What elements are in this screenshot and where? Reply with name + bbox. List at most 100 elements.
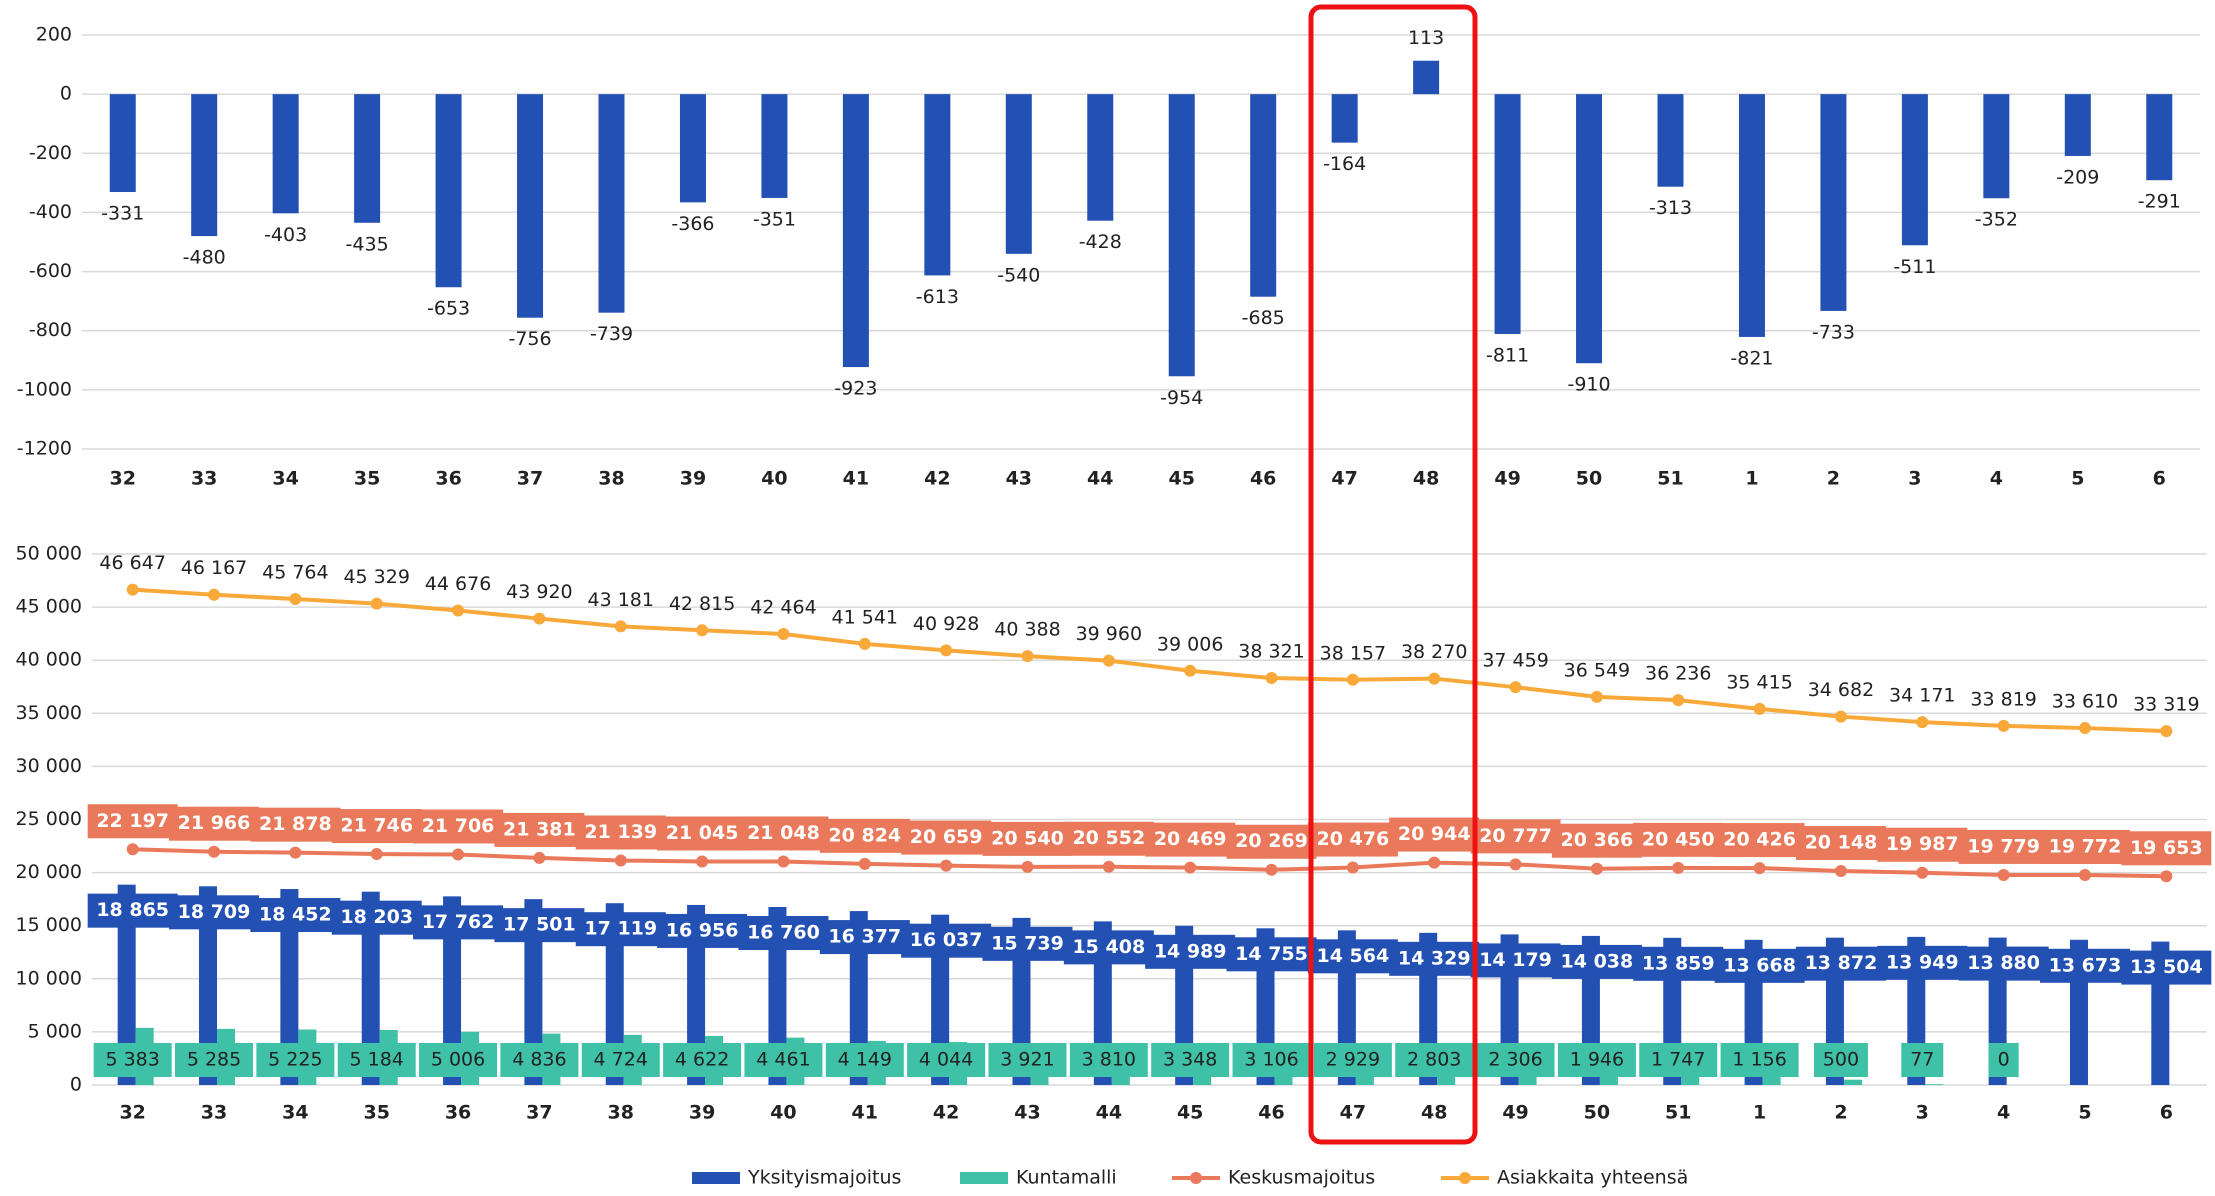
y-tick-label: -1200 bbox=[17, 438, 72, 460]
data-label: -209 bbox=[2056, 166, 2099, 188]
data-label: 16 760 bbox=[747, 922, 820, 944]
data-label: -756 bbox=[508, 328, 551, 350]
point bbox=[1672, 694, 1685, 707]
data-label: 43 920 bbox=[506, 581, 572, 603]
data-label: -366 bbox=[671, 213, 714, 235]
bar bbox=[1925, 1084, 1944, 1085]
data-label: 13 949 bbox=[1886, 951, 1959, 973]
data-label: 5 383 bbox=[105, 1049, 159, 1071]
label-box bbox=[1389, 941, 1480, 976]
data-label: 20 269 bbox=[1235, 830, 1308, 852]
point bbox=[940, 644, 953, 657]
data-label: 20 777 bbox=[1479, 825, 1552, 847]
legend-swatch bbox=[692, 1172, 740, 1184]
x-tick-label: 39 bbox=[680, 468, 706, 490]
legend-label: Yksityismajoitus bbox=[747, 1167, 901, 1189]
label-box bbox=[1395, 1043, 1474, 1077]
bar bbox=[280, 889, 299, 1085]
y-tick-label: 35 000 bbox=[16, 702, 82, 724]
data-label: 20 944 bbox=[1398, 823, 1471, 845]
point bbox=[1590, 690, 1603, 703]
bar bbox=[272, 94, 299, 214]
bar bbox=[598, 94, 625, 313]
data-label: 42 815 bbox=[669, 593, 735, 615]
point bbox=[533, 612, 546, 625]
y-tick-label: 30 000 bbox=[16, 755, 82, 777]
label-box bbox=[1958, 829, 2049, 864]
data-label: 77 bbox=[1910, 1049, 1934, 1071]
data-label: 5 285 bbox=[187, 1049, 241, 1071]
x-tick-label: 6 bbox=[2153, 468, 2166, 490]
point bbox=[1753, 702, 1766, 715]
label-box bbox=[1813, 1043, 1868, 1077]
bar bbox=[1657, 94, 1684, 187]
x-tick-label: 3 bbox=[1916, 1102, 1929, 1124]
data-label: 21 045 bbox=[666, 822, 739, 844]
data-label: 2 929 bbox=[1326, 1049, 1380, 1071]
label-box bbox=[2039, 948, 2130, 983]
bar bbox=[1576, 94, 1603, 364]
point bbox=[858, 857, 871, 870]
point bbox=[614, 620, 627, 633]
point bbox=[370, 597, 383, 610]
data-label: 20 476 bbox=[1317, 828, 1390, 850]
label-box bbox=[1639, 1043, 1718, 1077]
x-tick-label: 5 bbox=[2078, 1102, 2091, 1124]
data-label: 17 762 bbox=[422, 911, 495, 933]
data-label: -733 bbox=[1812, 321, 1855, 343]
label-box bbox=[657, 913, 748, 948]
data-label: 1 156 bbox=[1732, 1049, 1786, 1071]
bar bbox=[2064, 94, 2091, 156]
label-box bbox=[1063, 930, 1154, 965]
data-label: -613 bbox=[916, 286, 959, 308]
data-label: -954 bbox=[1160, 387, 1203, 409]
point bbox=[1997, 868, 2010, 881]
x-tick-label: 41 bbox=[843, 468, 869, 490]
point bbox=[1509, 858, 1522, 871]
bar bbox=[761, 94, 788, 198]
x-tick-label: 32 bbox=[119, 1102, 145, 1124]
label-box bbox=[169, 806, 260, 841]
y-tick-label: -1000 bbox=[17, 378, 72, 400]
bar bbox=[1494, 94, 1521, 334]
label-box bbox=[1470, 819, 1561, 854]
label-box bbox=[738, 816, 829, 851]
label-box bbox=[1232, 1043, 1311, 1077]
point bbox=[1428, 856, 1441, 869]
label-box bbox=[413, 809, 504, 844]
bar bbox=[1005, 94, 1032, 254]
data-label: 500 bbox=[1823, 1049, 1859, 1071]
data-label: 21 878 bbox=[259, 813, 332, 835]
bar bbox=[354, 94, 381, 223]
legend-label: Asiakkaita yhteensä bbox=[1497, 1167, 1688, 1189]
point bbox=[1102, 654, 1115, 667]
label-box bbox=[419, 1043, 498, 1077]
label-box bbox=[1226, 937, 1317, 972]
label-box bbox=[169, 895, 260, 930]
label-box bbox=[256, 1043, 335, 1077]
label-box bbox=[982, 926, 1073, 961]
label-box bbox=[907, 1043, 986, 1077]
data-label: 2 306 bbox=[1488, 1049, 1542, 1071]
bar bbox=[605, 903, 624, 1085]
data-label: 4 044 bbox=[919, 1049, 973, 1071]
data-label: 18 709 bbox=[178, 901, 251, 923]
label-box bbox=[663, 1043, 742, 1077]
data-label: 3 348 bbox=[1163, 1049, 1217, 1071]
data-label: 35 415 bbox=[1726, 671, 1792, 693]
data-label: 20 469 bbox=[1154, 828, 1227, 850]
data-label: 34 682 bbox=[1808, 679, 1874, 701]
data-label: 4 836 bbox=[512, 1049, 566, 1071]
x-tick-label: 35 bbox=[354, 468, 380, 490]
data-label: 4 149 bbox=[838, 1049, 892, 1071]
data-label: 18 203 bbox=[340, 906, 413, 928]
data-label: -435 bbox=[346, 233, 389, 255]
data-label: 43 181 bbox=[588, 589, 654, 611]
label-box bbox=[1307, 939, 1398, 974]
data-label: 3 810 bbox=[1082, 1049, 1136, 1071]
data-label: -403 bbox=[264, 224, 307, 246]
data-label: 14 755 bbox=[1235, 943, 1308, 965]
data-label: -291 bbox=[2138, 191, 2181, 213]
label-box bbox=[250, 807, 341, 842]
point bbox=[777, 628, 790, 641]
